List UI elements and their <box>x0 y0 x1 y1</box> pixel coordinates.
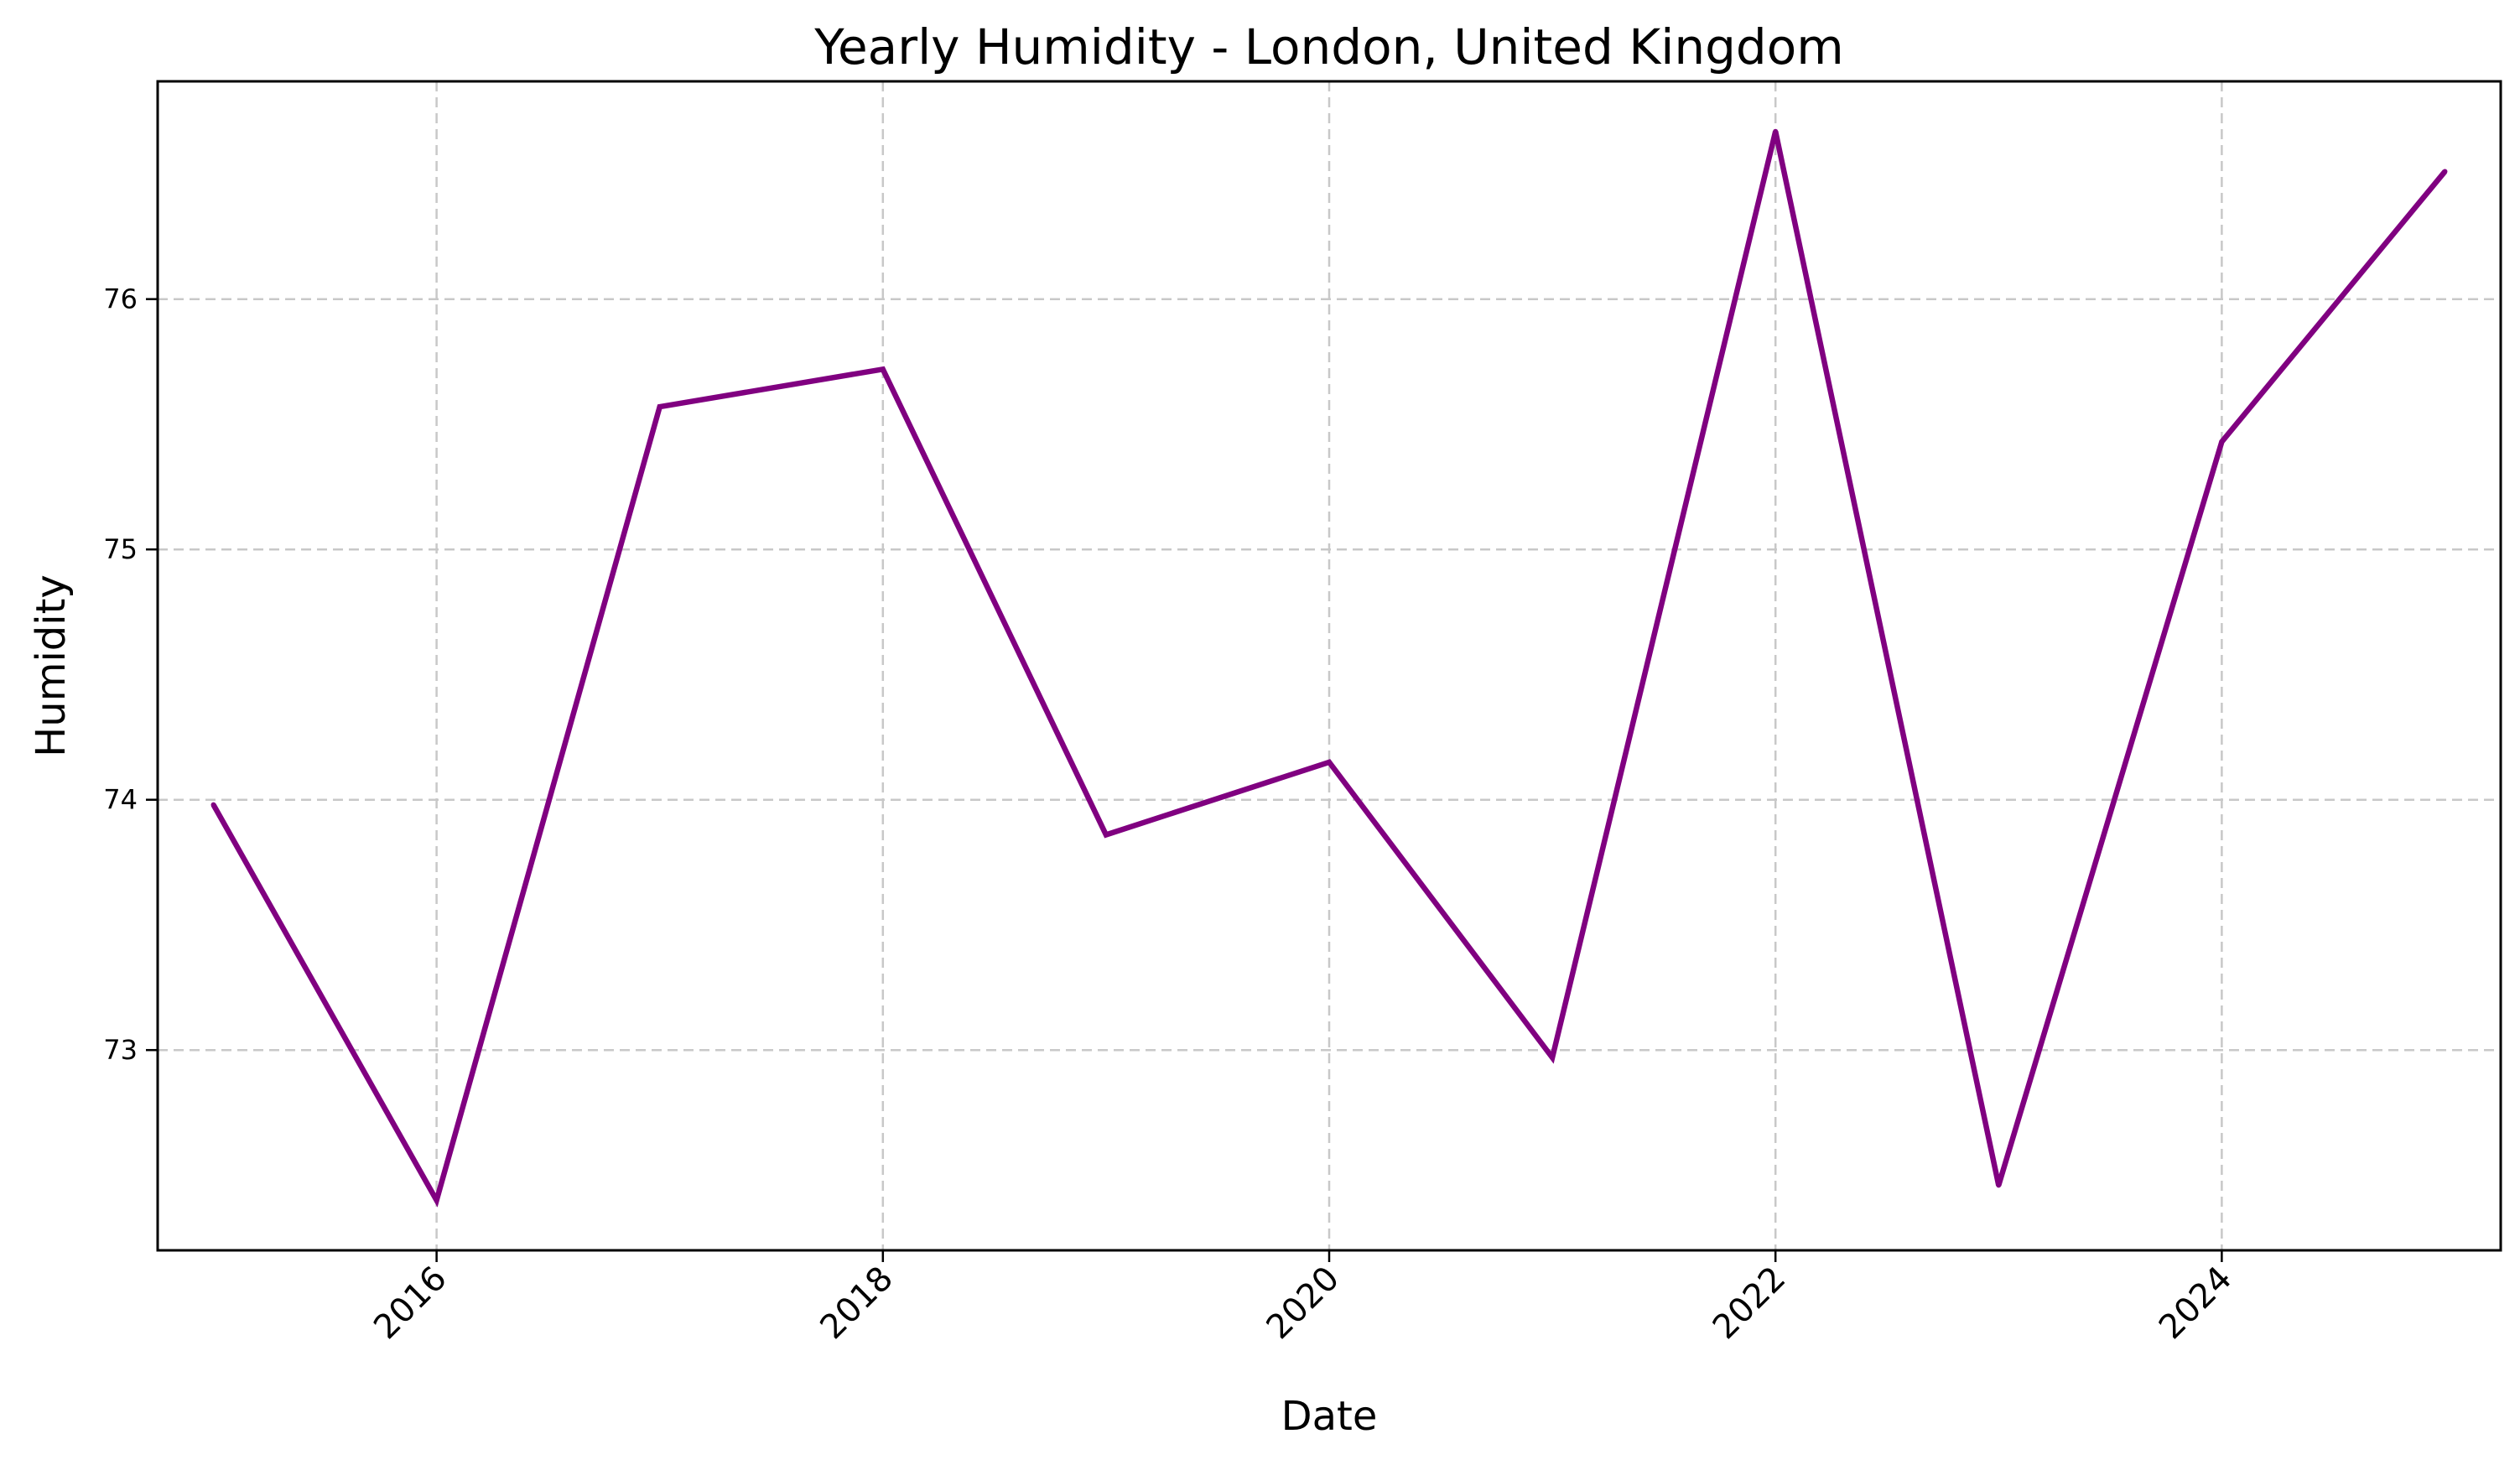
data-point <box>2442 169 2448 174</box>
series-layer <box>210 128 2448 1208</box>
y-tick-label: 74 <box>103 784 138 816</box>
data-point <box>657 404 662 410</box>
data-point <box>1103 832 1109 838</box>
data-point <box>1773 128 1779 134</box>
chart-title: Yearly Humidity - London, United Kingdom <box>813 18 1843 75</box>
y-tick-label: 73 <box>103 1034 138 1066</box>
y-tick-label: 76 <box>103 283 138 315</box>
y-axis-label: Humidity <box>28 574 75 757</box>
data-point <box>2219 439 2225 444</box>
data-point <box>880 366 886 372</box>
data-point <box>1550 1055 1556 1061</box>
plot-frame <box>156 80 2502 1252</box>
data-point <box>210 802 216 808</box>
data-point <box>1996 1182 2002 1188</box>
data-point <box>1327 759 1332 765</box>
data-point <box>434 1197 439 1203</box>
x-axis-label: Date <box>1281 1393 1378 1440</box>
y-tick-label: 75 <box>103 533 138 565</box>
